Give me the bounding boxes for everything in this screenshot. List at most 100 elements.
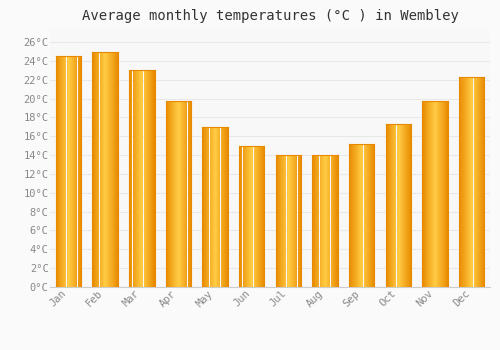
Bar (407, 124, 408, 287)
Bar (112, 51, 113, 287)
Bar (191, 102, 192, 287)
Bar (66, 56, 67, 287)
Bar (288, 155, 289, 287)
Bar (335, 155, 336, 287)
Bar (139, 70, 140, 287)
Bar (429, 102, 430, 287)
Bar (65, 56, 66, 287)
Bar (357, 144, 358, 287)
Bar (219, 127, 220, 287)
Bar (477, 77, 478, 287)
Bar (366, 144, 367, 287)
Bar (297, 155, 298, 287)
Bar (358, 144, 359, 287)
Bar (142, 70, 143, 287)
Bar (64, 56, 65, 287)
Bar (133, 70, 134, 287)
Bar (255, 146, 256, 287)
Bar (217, 127, 218, 287)
Bar (129, 70, 130, 287)
Bar (295, 155, 296, 287)
Bar (462, 77, 463, 287)
Bar (374, 144, 375, 287)
Bar (411, 124, 412, 287)
Bar (70, 56, 71, 287)
Bar (254, 146, 255, 287)
Bar (208, 127, 209, 287)
Bar (332, 155, 333, 287)
Bar (402, 124, 403, 287)
Bar (100, 51, 101, 287)
Bar (169, 102, 170, 287)
Bar (353, 144, 354, 287)
Bar (399, 124, 400, 287)
Bar (251, 146, 252, 287)
Bar (330, 155, 331, 287)
Bar (291, 155, 292, 287)
Bar (242, 146, 243, 287)
Bar (166, 102, 167, 287)
Bar (216, 127, 217, 287)
Bar (168, 102, 169, 287)
Bar (425, 102, 426, 287)
Bar (225, 127, 226, 287)
Bar (108, 51, 109, 287)
Bar (320, 155, 321, 287)
Bar (396, 124, 397, 287)
Bar (326, 155, 327, 287)
Bar (260, 146, 261, 287)
Bar (280, 155, 281, 287)
Bar (109, 51, 110, 287)
Bar (249, 146, 250, 287)
Bar (221, 127, 222, 287)
Bar (150, 70, 151, 287)
Bar (409, 124, 410, 287)
Bar (59, 56, 60, 287)
Bar (190, 102, 191, 287)
Bar (444, 102, 445, 287)
Bar (319, 155, 320, 287)
Bar (253, 146, 254, 287)
Bar (154, 70, 155, 287)
Bar (294, 155, 295, 287)
Bar (410, 124, 411, 287)
Bar (226, 127, 227, 287)
Bar (289, 155, 290, 287)
Bar (101, 51, 102, 287)
Bar (246, 146, 247, 287)
Bar (94, 51, 95, 287)
Bar (68, 56, 69, 287)
Bar (434, 102, 436, 287)
Bar (468, 77, 469, 287)
Bar (386, 124, 387, 287)
Bar (104, 51, 106, 287)
Bar (299, 155, 300, 287)
Bar (471, 77, 472, 287)
Bar (301, 155, 302, 287)
Bar (98, 51, 99, 287)
Bar (401, 124, 402, 287)
Bar (478, 77, 480, 287)
Bar (135, 70, 136, 287)
Bar (389, 124, 390, 287)
Bar (293, 155, 294, 287)
Bar (81, 56, 82, 287)
Bar (472, 77, 473, 287)
Bar (433, 102, 434, 287)
Bar (183, 102, 184, 287)
Bar (93, 51, 94, 287)
Bar (202, 127, 203, 287)
Bar (243, 146, 244, 287)
Bar (349, 144, 350, 287)
Bar (321, 155, 322, 287)
Bar (442, 102, 443, 287)
Bar (56, 56, 57, 287)
Bar (71, 56, 72, 287)
Bar (392, 124, 393, 287)
Bar (223, 127, 224, 287)
Bar (214, 127, 216, 287)
Bar (74, 56, 75, 287)
Bar (428, 102, 429, 287)
Bar (210, 127, 211, 287)
Bar (460, 77, 461, 287)
